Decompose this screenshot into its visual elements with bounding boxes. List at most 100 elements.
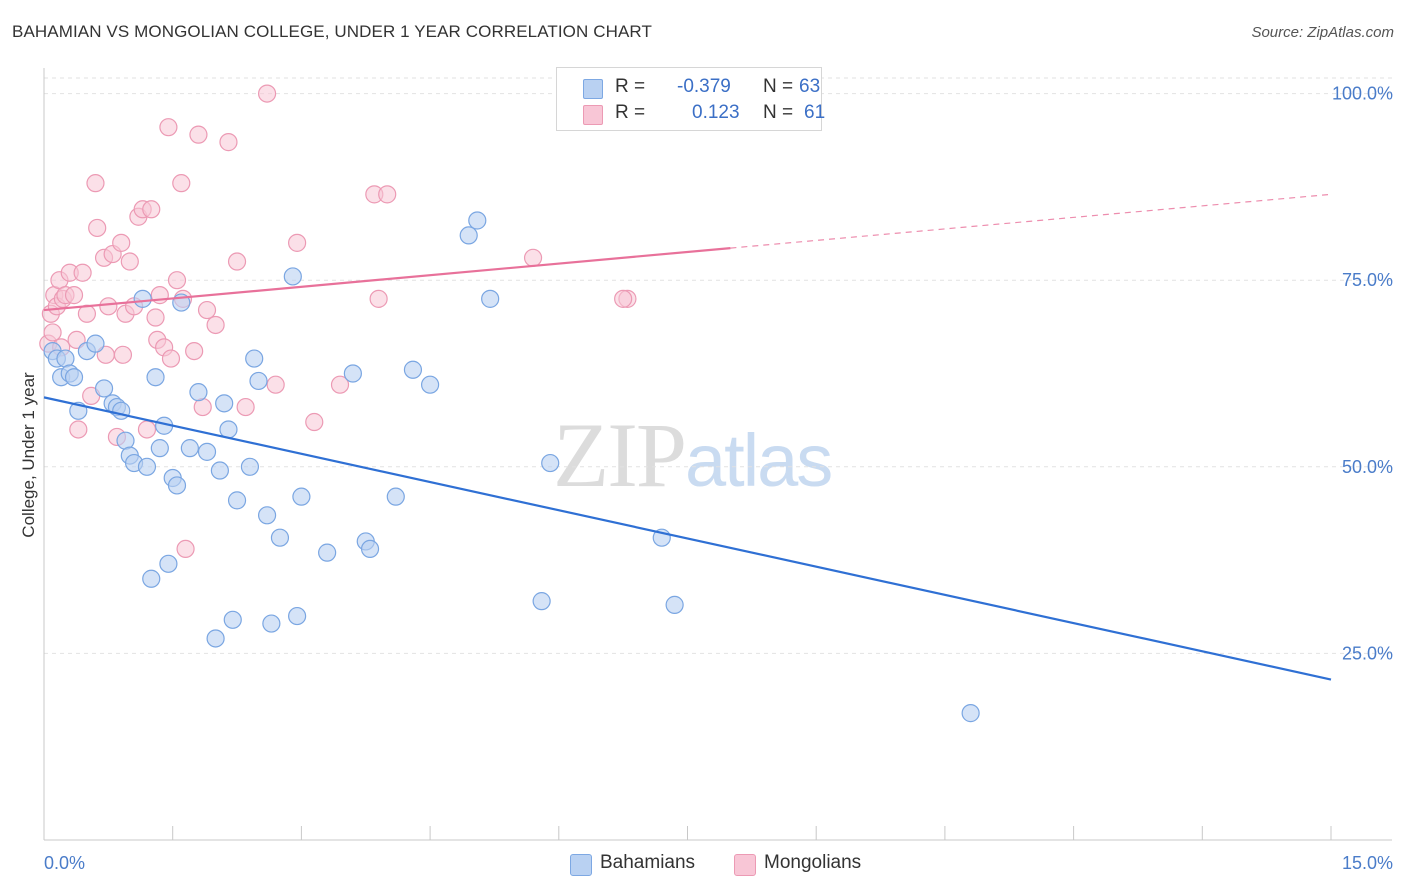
mongolian-point (86, 174, 105, 193)
bahamian-point (137, 457, 157, 476)
bahamian-point (283, 267, 302, 286)
bahamian-point (240, 457, 260, 476)
bahamian-point (343, 364, 362, 383)
n-label: N = (763, 76, 794, 97)
bahamian-point (386, 487, 405, 506)
bahamian-point (360, 539, 380, 558)
mongolian-point (137, 420, 157, 439)
y-tick-label: 50.0% (1342, 457, 1393, 477)
bahamian-point (257, 506, 277, 525)
axes (43, 68, 1392, 841)
bahamian-point (245, 349, 264, 368)
bahamian-point (150, 439, 169, 458)
mongolian-point (159, 118, 178, 137)
mongolian-point (378, 185, 397, 204)
mongolian-point (219, 133, 238, 152)
mongolian-point (176, 539, 195, 558)
r-value: -0.379 (677, 76, 731, 97)
r-label: R = (615, 102, 646, 123)
bahamian-point (133, 289, 152, 308)
bahamian-point (112, 401, 131, 420)
bahamians-legend-swatch (570, 854, 592, 876)
bahamian-point (318, 543, 337, 562)
mongolian-point (305, 412, 324, 432)
chart-title: BAHAMIAN VS MONGOLIAN COLLEGE, UNDER 1 Y… (12, 22, 652, 41)
mongolian-point (64, 286, 84, 305)
bahamian-point (206, 629, 225, 648)
bahamian-point (403, 360, 423, 379)
bahamian-point (292, 487, 311, 506)
mongolian-point (523, 248, 543, 267)
mongolian-point (189, 125, 208, 144)
bahamian-point (167, 476, 187, 495)
x-tick-label: 0.0% (44, 853, 85, 873)
legend-label: Bahamians (600, 852, 696, 873)
bahamian-point (146, 368, 165, 387)
x-tick-label: 15.0% (1342, 853, 1393, 873)
mongolians-swatch (583, 105, 603, 125)
gridlines (44, 77, 1392, 654)
bahamian-point (64, 368, 84, 387)
bahamian-point (215, 394, 234, 413)
bahamian-point (94, 379, 114, 398)
bahamian-point (180, 439, 199, 458)
mongolian-point (146, 308, 165, 327)
bahamian-point (288, 606, 307, 626)
mongolian-point (288, 233, 307, 252)
bahamian-trend-line (43, 396, 1332, 681)
mongolian-point (77, 304, 97, 323)
mongolian-trend-extension (730, 193, 1332, 249)
bahamian-point (210, 461, 229, 480)
mongolian-point (206, 315, 225, 335)
bahamians-swatch (583, 79, 603, 99)
bahamian-points (43, 211, 980, 723)
bahamian-point (270, 528, 290, 547)
legend-label: Mongolians (764, 852, 862, 873)
bahamian-point (481, 289, 500, 308)
mongolian-point (257, 84, 277, 103)
mongolian-point (236, 397, 255, 417)
watermark-atlas: atlas (685, 419, 833, 502)
bahamian-point (541, 453, 560, 473)
mongolian-point (614, 289, 633, 308)
n-value: 61 (804, 102, 826, 123)
watermark: ZIPatlas (553, 402, 833, 508)
bahamian-point (189, 383, 208, 402)
mongolian-point (167, 271, 187, 290)
mongolian-point (330, 375, 350, 394)
mongolian-point (120, 252, 139, 271)
mongolian-point (161, 349, 181, 368)
y-axis-label: College, Under 1 year (19, 372, 38, 538)
bahamian-point (532, 592, 551, 611)
r-label: R = (615, 76, 646, 97)
bahamian-point (227, 491, 247, 510)
mongolian-point (197, 300, 217, 320)
n-value: 63 (799, 76, 821, 97)
bahamian-point (459, 226, 478, 245)
y-tick-label: 75.0% (1342, 270, 1393, 290)
trend-lines (43, 193, 1332, 681)
mongolians-legend-swatch (734, 854, 756, 876)
r-value: 0.123 (692, 102, 740, 123)
mongolian-point (73, 263, 92, 282)
bahamian-point (249, 371, 268, 391)
mongolian-point (142, 200, 161, 219)
bahamian-point (197, 442, 217, 461)
mongolian-points (39, 84, 637, 558)
mongolian-point (99, 297, 118, 316)
y-tick-label: 25.0% (1342, 643, 1393, 663)
stats-legend: R = -0.379 N = 63 R = 0.123 N = 61 (556, 67, 826, 131)
mongolian-point (185, 342, 204, 361)
series-legend: Bahamians Mongolians (0, 852, 1406, 878)
mongolian-point (88, 218, 107, 238)
mongolian-point (172, 174, 191, 193)
bahamian-point (961, 704, 980, 723)
bahamian-point (421, 375, 440, 394)
n-label: N = (763, 102, 794, 123)
mongolian-point (69, 420, 88, 439)
mongolian-point (113, 345, 133, 364)
mongolian-point (369, 289, 388, 308)
y-tick-label: 100.0% (1332, 84, 1393, 104)
mongolian-point (43, 323, 62, 342)
